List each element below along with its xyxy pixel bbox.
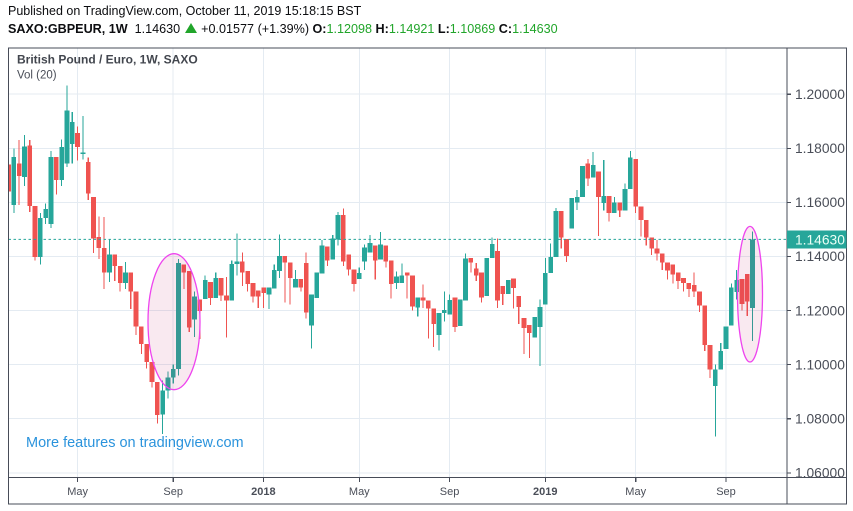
svg-text:2018: 2018 (251, 486, 275, 498)
svg-text:1.14630: 1.14630 (795, 232, 845, 247)
svg-text:2019: 2019 (533, 486, 557, 498)
svg-text:More features on tradingview.c: More features on tradingview.com (26, 435, 244, 451)
svg-text:Sep: Sep (716, 486, 736, 498)
svg-text:Sep: Sep (163, 486, 183, 498)
svg-text:May: May (349, 486, 370, 498)
svg-text:1.16000: 1.16000 (795, 195, 845, 210)
svg-text:British Pound / Euro, 1W, SAXO: British Pound / Euro, 1W, SAXO (17, 53, 198, 67)
svg-text:1.12000: 1.12000 (795, 303, 845, 318)
svg-text:May: May (67, 486, 88, 498)
svg-text:1.20000: 1.20000 (795, 87, 845, 102)
svg-text:1.14000: 1.14000 (795, 249, 845, 264)
svg-text:Vol (20): Vol (20) (17, 70, 57, 82)
svg-text:1.18000: 1.18000 (795, 141, 845, 156)
svg-text:May: May (625, 486, 646, 498)
svg-text:Sep: Sep (440, 486, 460, 498)
svg-text:1.06000: 1.06000 (795, 466, 845, 481)
svg-text:1.08000: 1.08000 (795, 412, 845, 427)
svg-text:1.10000: 1.10000 (795, 357, 845, 372)
